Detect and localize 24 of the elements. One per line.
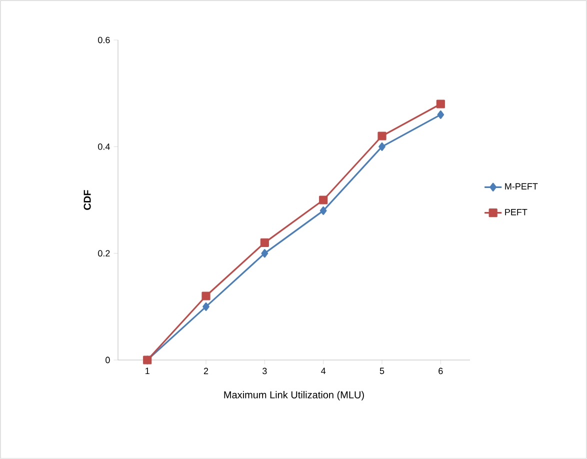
x-tick-label: 5 (380, 368, 384, 374)
point (320, 206, 327, 215)
point (261, 249, 268, 258)
point (260, 238, 269, 247)
x-tick-label: 4 (321, 368, 326, 374)
point (319, 196, 328, 204)
point (202, 292, 210, 300)
point (378, 132, 386, 140)
point (378, 142, 386, 151)
point (202, 302, 210, 311)
y-tick-label: 0.6 (98, 36, 110, 44)
y-tick-label: 0.2 (98, 250, 110, 257)
point (437, 110, 444, 119)
x-tick-label: 2 (204, 368, 208, 374)
x-tick-label: 1 (146, 368, 150, 374)
y-tick-label: 0 (106, 356, 110, 364)
x-tick-label: 6 (438, 368, 443, 374)
y-tick-label: 0.4 (98, 143, 110, 150)
point (436, 100, 445, 108)
y-axis-title: CDF (84, 190, 91, 210)
legend-label: PEFT (505, 209, 528, 216)
x-tick-label: 3 (262, 368, 267, 374)
legend-label: M-PEFT (505, 183, 538, 190)
x-axis-title: Maximum Link Utilization (MLU) (224, 391, 364, 400)
